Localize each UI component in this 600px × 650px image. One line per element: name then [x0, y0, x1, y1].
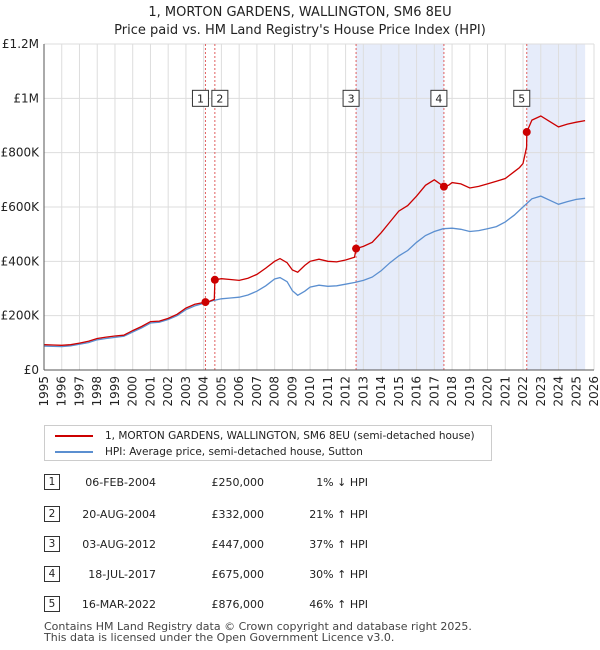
- x-tick-label: 2020: [481, 376, 495, 407]
- sale-price: £675,000: [211, 568, 265, 581]
- x-tick-label: 2012: [339, 376, 353, 407]
- x-tick-label: 2018: [445, 376, 459, 407]
- sale-number-badge: 1: [44, 474, 60, 490]
- hpi-series-line: [43, 195, 586, 348]
- legend-label-property: 1, MORTON GARDENS, WALLINGTON, SM6 8EU (…: [105, 430, 475, 442]
- sale-label-box: [430, 89, 448, 107]
- sale-label-box: [513, 89, 531, 107]
- sale-date: 20-AUG-2004: [82, 508, 156, 521]
- sale-label-text: 1: [197, 92, 204, 105]
- sale-date: 18-JUL-2017: [88, 568, 156, 581]
- sale-price: £876,000: [211, 598, 265, 611]
- y-tick-label: £800K: [1, 146, 41, 160]
- x-tick-label: 2025: [569, 376, 583, 407]
- legend-line-hpi: [55, 451, 93, 453]
- chart-subtitle: Price paid vs. HM Land Registry's House …: [114, 23, 486, 38]
- sale-label-text: 5: [518, 92, 525, 105]
- sale-hpi-diff: 30% ↑ HPI: [309, 568, 368, 581]
- table-row: 4 18-JUL-2017 £675,000 30% ↑ HPI: [0, 566, 600, 584]
- chart-legend: 1, MORTON GARDENS, WALLINGTON, SM6 8EU (…: [44, 425, 492, 461]
- legend-entry-property: 1, MORTON GARDENS, WALLINGTON, SM6 8EU (…: [55, 429, 475, 443]
- sale-hpi-diff: 1% ↓ HPI: [316, 476, 368, 489]
- x-tick-label: 1998: [90, 376, 104, 407]
- x-tick-label: 2006: [232, 376, 246, 407]
- x-tick-label: 1999: [108, 376, 122, 407]
- sale-number-badge: 3: [44, 536, 60, 552]
- sale-point: [522, 128, 531, 137]
- sale-label-box: [191, 89, 209, 107]
- x-tick-label: 2015: [392, 376, 406, 407]
- x-tick-label: 1997: [72, 376, 86, 407]
- legend-label-hpi: HPI: Average price, semi-detached house,…: [105, 446, 363, 458]
- y-tick-label: £1.2M: [2, 37, 39, 51]
- x-tick-label: 1995: [37, 376, 51, 407]
- x-tick-label: 2022: [516, 376, 530, 407]
- table-row: 5 16-MAR-2022 £876,000 46% ↑ HPI: [0, 596, 600, 614]
- sale-date: 03-AUG-2012: [82, 538, 156, 551]
- licence-line: This data is licensed under the Open Gov…: [44, 631, 395, 644]
- sale-label-box: [342, 89, 360, 107]
- y-tick-label: £200K: [1, 309, 41, 323]
- price-chart: 1, MORTON GARDENS, WALLINGTON, SM6 8EU P…: [1, 5, 600, 407]
- y-tick-label: £600K: [1, 200, 41, 214]
- sale-label-text: 4: [435, 92, 442, 105]
- plot-area: 1 2 3 4 5 £0 £200K £400K £600K £800K £1M £1.2M 1995 1…: [1, 37, 600, 407]
- x-tick-label: 2023: [534, 376, 548, 407]
- sale-point: [439, 182, 448, 191]
- x-tick-label: 2016: [410, 376, 424, 407]
- x-tick-label: 2004: [197, 376, 211, 407]
- sale-hpi-diff: 37% ↑ HPI: [309, 538, 368, 551]
- x-tick-label: 2013: [356, 376, 370, 407]
- sale-hpi-diff: 21% ↑ HPI: [309, 508, 368, 521]
- x-tick-label: 2003: [179, 376, 193, 407]
- legend-entry-hpi: HPI: Average price, semi-detached house,…: [55, 445, 363, 459]
- sale-point: [210, 275, 219, 284]
- sale-date: 06-FEB-2004: [85, 476, 156, 489]
- sale-label-box: [211, 89, 229, 107]
- x-tick-label: 2000: [126, 376, 140, 407]
- x-tick-label: 2024: [552, 376, 566, 407]
- sale-label-text: 2: [216, 92, 223, 105]
- x-tick-label: 2014: [374, 376, 388, 407]
- legend-line-property: [55, 435, 93, 437]
- sale-label-text: 3: [348, 92, 355, 105]
- sale-hpi-diff: 46% ↑ HPI: [309, 598, 368, 611]
- x-tick-label: 2017: [427, 376, 441, 407]
- y-tick-label: £1M: [13, 91, 39, 105]
- x-tick-label: 2002: [161, 376, 175, 407]
- sale-number-badge: 4: [44, 566, 60, 582]
- chart-title: 1, MORTON GARDENS, WALLINGTON, SM6 8EU: [148, 5, 451, 20]
- property-series-line: [43, 115, 586, 346]
- x-tick-label: 2005: [214, 376, 228, 407]
- sale-point: [352, 244, 361, 253]
- x-tick-label: 2021: [498, 376, 512, 407]
- sale-price: £447,000: [211, 538, 265, 551]
- x-tick-label: 2026: [587, 376, 600, 407]
- sale-price: £332,000: [211, 508, 265, 521]
- x-tick-label: 2008: [268, 376, 282, 407]
- table-row: 1 06-FEB-2004 £250,000 1% ↓ HPI: [0, 474, 600, 492]
- x-tick-label: 1996: [55, 376, 69, 407]
- x-tick-label: 2010: [303, 376, 317, 407]
- sale-number-badge: 5: [44, 596, 60, 612]
- table-row: 2 20-AUG-2004 £332,000 21% ↑ HPI: [0, 506, 600, 524]
- footer-notice: Contains HM Land Registry data © Crown c…: [44, 621, 472, 643]
- y-tick-label: £0: [24, 363, 39, 377]
- x-tick-label: 2011: [321, 376, 335, 407]
- sale-price: £250,000: [211, 476, 265, 489]
- table-row: 3 03-AUG-2012 £447,000 37% ↑ HPI: [0, 536, 600, 554]
- x-tick-label: 2019: [463, 376, 477, 407]
- sale-number-badge: 2: [44, 506, 60, 522]
- y-tick-label: £400K: [1, 254, 41, 268]
- x-tick-label: 2001: [143, 376, 157, 407]
- copyright-line: Contains HM Land Registry data © Crown c…: [44, 620, 472, 633]
- x-tick-label: 2009: [285, 376, 299, 407]
- x-tick-label: 2007: [250, 376, 264, 407]
- sale-point: [201, 298, 210, 307]
- sale-date: 16-MAR-2022: [81, 598, 156, 611]
